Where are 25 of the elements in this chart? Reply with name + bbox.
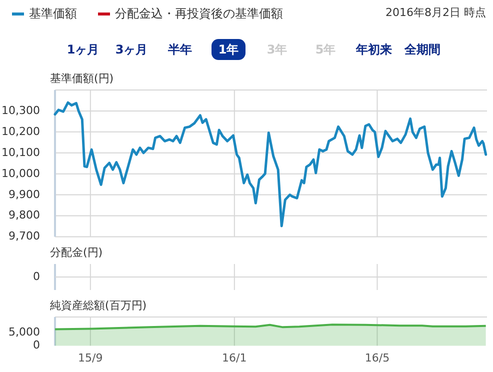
text: 2016年8月2日 時点 — [386, 6, 486, 20]
text: 1年 — [218, 42, 239, 56]
legend-label: 基準価額 — [29, 6, 77, 20]
y-tick-label: 9,800 — [8, 208, 40, 222]
text: 全期間 — [404, 42, 440, 56]
y-tick-label: 0 — [33, 338, 40, 352]
text: 3ヶ月 — [115, 42, 148, 56]
text: 1ヶ月 — [66, 42, 100, 56]
x-tick-label: 16/1 — [222, 352, 247, 365]
y-tick-label: 10,000 — [2, 166, 40, 180]
y-axis-title: 基準価額(円) — [50, 72, 114, 85]
text: 年初来 — [355, 42, 392, 56]
x-tick-label: 16/5 — [364, 352, 390, 365]
y-tick-label: 10,300 — [2, 104, 40, 117]
y-tick-label: 10,200 — [2, 124, 40, 138]
y-tick-label: 5,000 — [8, 326, 40, 339]
y-tick-label: 10,100 — [2, 146, 40, 159]
text: 分配金(円) — [50, 246, 103, 259]
x-tick-label: 15/9 — [78, 352, 103, 365]
text: 半年 — [167, 42, 192, 56]
y-tick-label: 9,700 — [8, 230, 40, 243]
legend-item: 基準価額 — [12, 6, 77, 20]
y-tick-label: 9,900 — [8, 188, 40, 201]
y-axis-title: 純資産総額(百万円) — [50, 299, 147, 312]
legend-item: 分配金込・再投資後の基準価額 — [98, 6, 283, 20]
